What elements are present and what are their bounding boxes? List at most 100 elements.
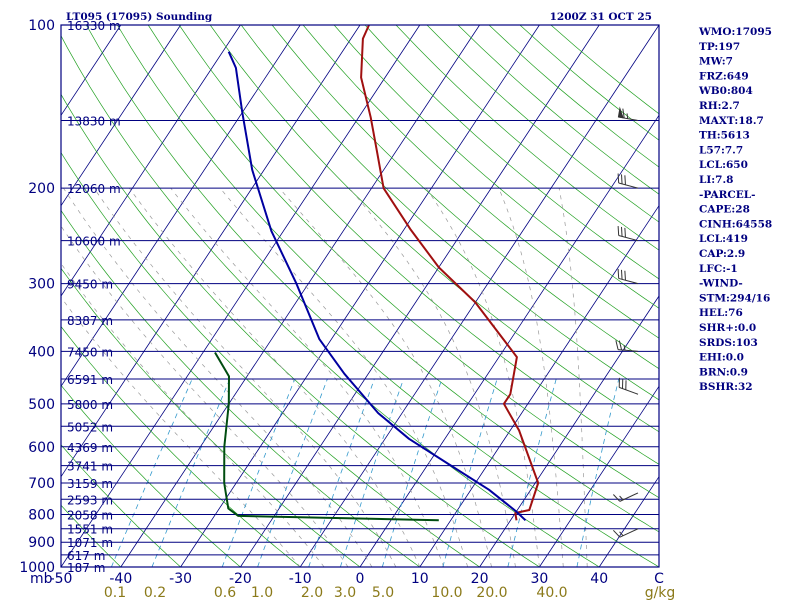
plot-frame bbox=[60, 24, 660, 568]
index-item: LFC:-1 bbox=[699, 263, 738, 275]
temperature-tick-label: 30 bbox=[530, 571, 548, 587]
dry-adiabat-line bbox=[147, 25, 659, 499]
isotherm-line bbox=[180, 25, 540, 567]
isotherm-line bbox=[299, 25, 659, 567]
height-label: 16330 m bbox=[67, 19, 121, 33]
temperature-tick-label: -10 bbox=[289, 571, 312, 587]
height-label: 13830 m bbox=[67, 114, 121, 128]
mixing-ratio-line bbox=[442, 378, 498, 567]
temperature-profile-line bbox=[360, 25, 540, 521]
height-label: 8387 m bbox=[67, 314, 113, 328]
wind-barb bbox=[617, 106, 639, 121]
wind-barb bbox=[617, 173, 639, 189]
temperature-tick-label: C bbox=[654, 571, 664, 587]
mixing-ratio-tick-label: 40.0 bbox=[536, 585, 567, 600]
temperature-tick-label: -50 bbox=[50, 571, 73, 587]
index-item: SRDS:103 bbox=[699, 337, 758, 349]
height-label: 7450 m bbox=[67, 345, 113, 359]
moist-adiabat-line bbox=[219, 187, 468, 567]
pressure-tick-label: 200 bbox=[28, 181, 55, 197]
parcel-profile-line bbox=[227, 51, 527, 522]
isotherm-line bbox=[61, 25, 361, 478]
pressure-tick-label: 900 bbox=[28, 535, 55, 551]
height-label: 187 m bbox=[67, 561, 105, 575]
mixing-ratio-line bbox=[151, 378, 231, 567]
isotherm-line bbox=[61, 25, 181, 207]
pressure-tick-label: 1000 bbox=[19, 560, 55, 576]
index-item: LI:7.8 bbox=[699, 174, 733, 186]
height-label: 6591 m bbox=[67, 373, 113, 387]
index-item: TP:197 bbox=[699, 41, 740, 53]
temperature-tick-label: 0 bbox=[356, 571, 365, 587]
pressure-tick-label: 700 bbox=[28, 476, 55, 492]
index-item: CAP:2.9 bbox=[699, 248, 745, 260]
pressure-unit-label: mb bbox=[30, 571, 53, 587]
index-item: -WIND- bbox=[699, 278, 743, 290]
index-item: MW:7 bbox=[699, 56, 733, 68]
stability-indices-panel: WMO:17095 TP:197 MW:7 FRZ:649 WB0:804 RH:2.7 M… bbox=[698, 26, 772, 393]
height-label: 3159 m bbox=[67, 477, 113, 491]
wind-barb bbox=[615, 340, 639, 352]
index-item: -PARCEL- bbox=[699, 189, 755, 201]
isotherm-line bbox=[240, 25, 600, 567]
mixing-ratio-tick-label: 3.0 bbox=[334, 585, 356, 600]
height-label: 4369 m bbox=[67, 441, 113, 455]
index-item: CINH:64558 bbox=[699, 218, 772, 230]
isotherm-line bbox=[539, 385, 659, 567]
dry-adiabat-line bbox=[117, 25, 659, 533]
mixing-ratio-tick-label: 10.0 bbox=[431, 585, 462, 600]
moist-adiabat-line bbox=[129, 187, 421, 567]
index-item: FRZ:649 bbox=[699, 70, 749, 82]
mixing-ratio-tick-label: 0.2 bbox=[144, 585, 166, 600]
dry-adiabat-line bbox=[61, 34, 600, 567]
isotherm-line bbox=[61, 25, 241, 297]
index-item: EHI:0.0 bbox=[699, 352, 744, 364]
index-item: SHR+:0.0 bbox=[699, 322, 756, 334]
height-label: 2058 m bbox=[67, 508, 113, 522]
moist-adiabat-line bbox=[61, 225, 349, 567]
valid-time: 1200Z 31 OCT 25 bbox=[550, 11, 652, 23]
index-item: CAPE:28 bbox=[699, 204, 750, 216]
mixing-ratio-tick-label: 0.1 bbox=[104, 585, 126, 600]
index-item: LCL:650 bbox=[699, 159, 748, 171]
mixing-ratio-tick-label: g/kg bbox=[645, 585, 676, 600]
moist-adiabat-line bbox=[425, 188, 540, 567]
height-label: 9450 m bbox=[67, 278, 113, 292]
height-label: 10600 m bbox=[67, 235, 121, 249]
temperature-tick-label: -40 bbox=[109, 571, 132, 587]
mixing-ratio-tick-label: 1.0 bbox=[251, 585, 273, 600]
height-label: 5052 m bbox=[67, 420, 113, 434]
mixing-ratio-tick-label: 0.6 bbox=[214, 585, 236, 600]
mixing-ratio-line bbox=[507, 378, 557, 567]
isotherm-line bbox=[359, 114, 659, 567]
wind-barb bbox=[617, 226, 639, 242]
index-item: BSHR:32 bbox=[699, 381, 753, 393]
index-item: WB0:804 bbox=[698, 85, 753, 97]
isotherm-line bbox=[61, 25, 301, 388]
height-label: 2593 m bbox=[67, 493, 113, 507]
wind-barb bbox=[618, 377, 639, 395]
temperature-tick-label: -30 bbox=[169, 571, 192, 587]
mixing-ratio-line bbox=[257, 378, 328, 567]
height-label: 1071 m bbox=[67, 536, 113, 550]
pressure-tick-label: 400 bbox=[28, 344, 55, 360]
pressure-tick-label: 800 bbox=[28, 507, 55, 523]
pressure-tick-label: 500 bbox=[28, 397, 55, 413]
mixing-ratio-line bbox=[576, 378, 620, 567]
isotherm-line bbox=[479, 295, 659, 567]
mixing-ratio-tick-label: 2.0 bbox=[301, 585, 323, 600]
mixing-ratio-tick-label: 20.0 bbox=[476, 585, 507, 600]
station-title: LT095 (17095) Sounding bbox=[66, 11, 213, 23]
mixing-ratio-line bbox=[111, 378, 193, 567]
wind-barb bbox=[612, 492, 639, 502]
index-item: BRN:0.9 bbox=[699, 366, 748, 378]
wind-barb bbox=[612, 528, 639, 538]
temperature-tick-label: -20 bbox=[229, 571, 252, 587]
height-label: 3741 m bbox=[67, 460, 113, 474]
moist-adiabat-line bbox=[349, 187, 516, 567]
height-label: 617 m bbox=[67, 549, 105, 563]
index-item: MAXT:18.7 bbox=[699, 115, 764, 127]
mixing-ratio-line bbox=[308, 378, 375, 567]
index-item: LCL:419 bbox=[699, 233, 748, 245]
